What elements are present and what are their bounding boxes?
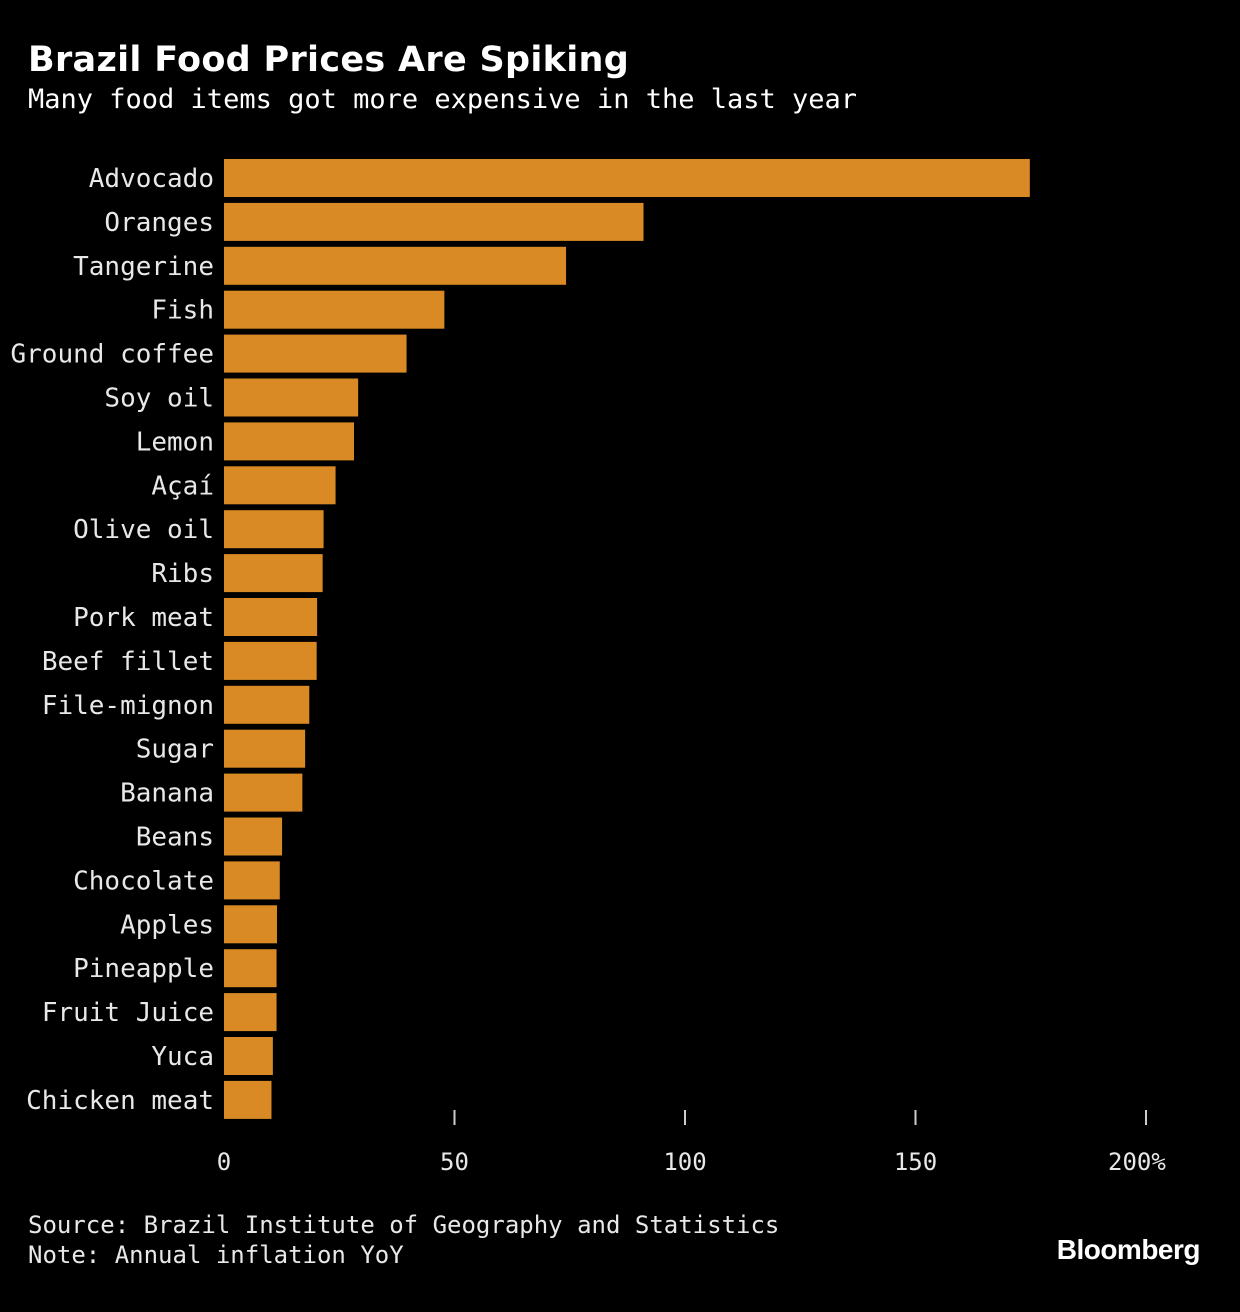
category-label-pineapple: Pineapple (73, 954, 214, 984)
bar-a-a (224, 466, 336, 505)
category-label-banana: Banana (120, 779, 214, 809)
category-label-file-mignon: File-mignon (42, 691, 214, 721)
category-label-tangerine: Tangerine (73, 252, 214, 282)
bar-tangerine (224, 246, 567, 285)
tick-label-200: 200% (1108, 1148, 1166, 1176)
bar-olive-oil (224, 510, 324, 549)
bar-pineapple (224, 949, 277, 988)
tick-label-0: 0 (217, 1148, 231, 1176)
category-label-a-a: Açaí (151, 471, 214, 501)
bar-beans (224, 817, 283, 856)
bar-chocolate (224, 861, 280, 900)
bar-fish (224, 290, 445, 329)
category-label-sugar: Sugar (136, 735, 214, 765)
category-label-soy-oil: Soy oil (104, 384, 214, 414)
bar-yuca (224, 1037, 273, 1075)
category-label-yuca: Yuca (151, 1042, 214, 1072)
bar-chicken-meat (224, 1080, 272, 1119)
bar-fruit-juice (224, 993, 277, 1032)
bars (224, 159, 1030, 1119)
category-labels: Advocado Oranges Tangerine Fish Ground coffe… (11, 164, 215, 1116)
x-axis-tick-labels: 0 50 100 150 200% (217, 1148, 1167, 1176)
category-label-advocado: Advocado (89, 164, 214, 194)
bar-file-mignon (224, 685, 310, 724)
category-label-fish: Fish (151, 296, 214, 326)
bar-lemon (224, 422, 355, 461)
tick-label-50: 50 (440, 1148, 469, 1176)
category-label-lemon: Lemon (136, 427, 214, 457)
category-label-ground-coffee: Ground coffee (11, 340, 215, 370)
category-label-beef-fillet: Beef fillet (42, 647, 214, 677)
footnote: Note: Annual inflation YoY (28, 1241, 404, 1269)
category-label-ribs: Ribs (151, 559, 214, 589)
chart-title: Brazil Food Prices Are Spiking (28, 40, 630, 80)
tick-label-100: 100 (663, 1148, 706, 1176)
bar-apples (224, 905, 278, 944)
bar-beef-fillet (224, 641, 317, 680)
tick-label-150: 150 (894, 1148, 937, 1176)
bar-chart: Advocado Oranges Tangerine Fish Ground coffe… (11, 159, 1167, 1176)
x-axis-ticks (453, 1110, 1147, 1125)
source-note: Source: Brazil Institute of Geography an… (28, 1211, 780, 1239)
category-label-apples: Apples (120, 910, 214, 940)
bar-soy-oil (224, 378, 359, 417)
bar-advocado (224, 159, 1030, 197)
bar-ground-coffee (224, 334, 407, 373)
bar-pork-meat (224, 598, 318, 636)
bar-ribs (224, 554, 323, 593)
bar-sugar (224, 729, 306, 768)
bar-oranges (224, 202, 644, 241)
category-label-beans: Beans (136, 823, 214, 853)
category-label-chocolate: Chocolate (73, 866, 214, 896)
bloomberg-logo: Bloomberg (1056, 1234, 1201, 1265)
category-label-pork-meat: Pork meat (73, 603, 214, 633)
bar-banana (224, 773, 303, 812)
category-label-olive-oil: Olive oil (73, 515, 214, 545)
category-label-oranges: Oranges (104, 208, 214, 238)
category-label-fruit-juice: Fruit Juice (42, 998, 214, 1028)
chart-subtitle: Many food items got more expensive in th… (28, 84, 858, 115)
category-label-chicken-meat: Chicken meat (26, 1086, 214, 1116)
